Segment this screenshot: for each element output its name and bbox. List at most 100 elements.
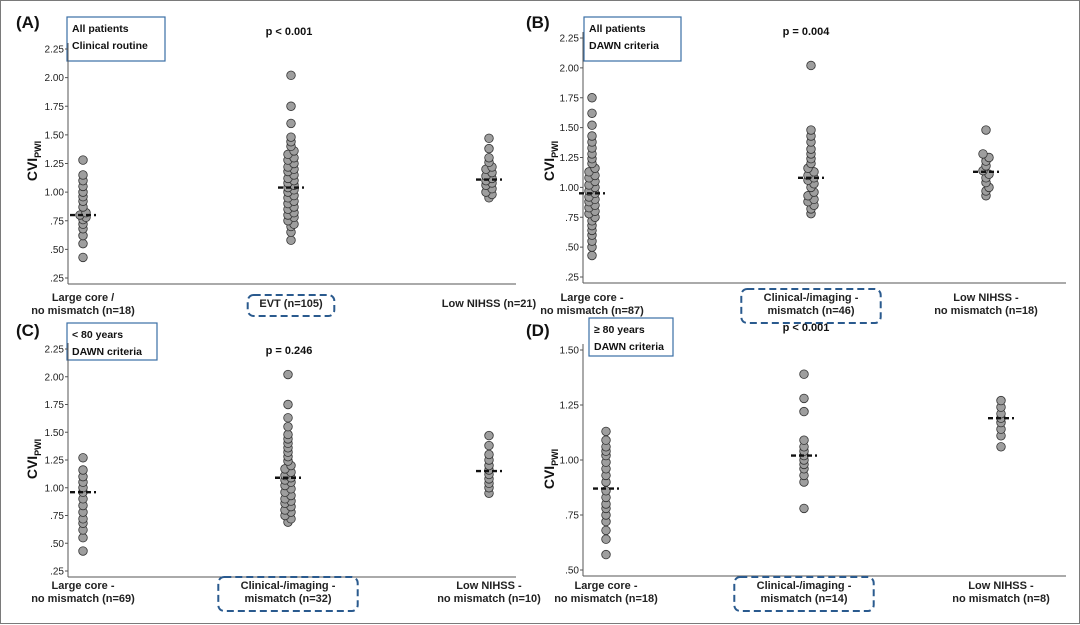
info-box-line: < 80 years	[72, 329, 123, 341]
data-point	[601, 426, 611, 437]
data-point	[799, 406, 809, 417]
data-point	[78, 238, 88, 249]
p-value: p < 0.001	[266, 26, 313, 38]
info-box-line: All patients	[589, 23, 646, 35]
y-axis-label-subscript: PWI	[550, 141, 560, 158]
y-axis-label-main: CVI	[24, 456, 40, 479]
data-point	[587, 250, 597, 261]
y-tick-label: 1.00	[45, 188, 65, 199]
p-value: p < 0.001	[783, 322, 830, 334]
data-point	[806, 60, 816, 71]
info-box	[66, 16, 166, 62]
data-point	[806, 125, 816, 135]
y-tick-label: 1.25	[560, 153, 580, 164]
data-point	[484, 449, 494, 460]
y-tick-label: 1.25	[45, 159, 65, 170]
y-tick-label: .50	[50, 245, 64, 256]
data-point	[286, 118, 296, 129]
info-box-line: Clinical routine	[72, 40, 148, 52]
y-axis-label-main: CVI	[541, 466, 557, 489]
category-label: no mismatch (n=8)	[952, 593, 1050, 605]
data-point	[484, 153, 494, 163]
category-label: Clinical-/imaging -	[757, 580, 852, 592]
chart-panel-d: (D) ≥ 80 years DAWN criteria p < 0.001 .50 .7…	[526, 317, 1066, 612]
data-point	[587, 93, 597, 103]
y-axis-label: CVIPWI	[24, 141, 43, 181]
y-tick-label: 1.00	[560, 183, 580, 194]
y-tick-label: .75	[50, 216, 64, 227]
y-tick-label: .75	[50, 511, 64, 522]
category-label: no mismatch (n=18)	[554, 593, 658, 605]
info-box-line: DAWN criteria	[72, 346, 142, 358]
category-label: no mismatch (n=18)	[31, 305, 135, 317]
y-tick-label: 1.00	[560, 456, 580, 467]
data-point	[78, 533, 88, 543]
category-highlight-box	[733, 576, 875, 612]
info-box	[66, 322, 158, 361]
data-point	[286, 70, 296, 81]
data-point	[587, 108, 597, 118]
data-point	[286, 132, 296, 142]
category-label: mismatch (n=14)	[760, 593, 847, 605]
y-tick-label: .75	[565, 511, 579, 522]
data-point	[799, 435, 809, 445]
data-point	[78, 170, 88, 180]
y-axis-label-subscript: PWI	[33, 141, 43, 158]
panel-label: (C)	[16, 321, 40, 340]
category-label: Large core -	[575, 580, 638, 592]
category-highlight-box	[217, 576, 359, 612]
data-point	[601, 534, 611, 544]
data-point	[78, 465, 88, 475]
y-tick-label: 1.75	[45, 102, 65, 113]
y-tick-label: .50	[565, 243, 579, 254]
info-box	[583, 16, 682, 62]
panel-label: (D)	[526, 321, 550, 340]
data-point	[799, 369, 809, 379]
y-axis-label-main: CVI	[541, 158, 557, 181]
y-tick-label: 1.50	[45, 130, 65, 141]
p-value: p = 0.004	[783, 26, 831, 38]
category-label: no mismatch (n=87)	[540, 305, 644, 317]
category-label: Large core /	[52, 292, 114, 304]
category-highlight-box	[740, 288, 882, 324]
y-tick-label: .25	[565, 273, 579, 284]
data-point	[978, 149, 988, 159]
category-label: no mismatch (n=10)	[437, 593, 541, 605]
data-point	[283, 429, 293, 440]
y-tick-label: .75	[565, 213, 579, 224]
y-tick-label: .25	[50, 567, 64, 578]
category-label: Low NIHSS -	[953, 292, 1019, 304]
p-value: p = 0.246	[266, 345, 313, 357]
data-point	[78, 546, 88, 556]
data-point	[283, 399, 293, 410]
data-point	[799, 393, 809, 404]
category-label: no mismatch (n=69)	[31, 593, 135, 605]
data-point	[601, 435, 611, 445]
y-axis-label-main: CVI	[24, 158, 40, 181]
category-label: mismatch (n=32)	[244, 593, 331, 605]
y-tick-label: 1.50	[560, 123, 580, 134]
chart-panel-b: (B) All patients DAWN criteria p = 0.004 .25…	[526, 13, 1066, 324]
info-box-line: DAWN criteria	[594, 341, 664, 353]
panel-label: (B)	[526, 13, 550, 32]
y-tick-label: 1.75	[45, 400, 65, 411]
data-point	[484, 143, 494, 154]
y-tick-label: 1.75	[560, 93, 580, 104]
y-tick-label: 2.00	[45, 73, 65, 84]
data-point	[601, 549, 611, 560]
y-axis-label: CVIPWI	[541, 449, 560, 489]
chart-panel-c: (C) < 80 years DAWN criteria p = 0.246 .25 .5…	[16, 321, 541, 612]
data-point	[981, 125, 991, 135]
category-label: mismatch (n=46)	[767, 305, 854, 317]
y-axis-label-subscript: PWI	[550, 449, 560, 466]
data-point	[996, 395, 1006, 406]
category-label: Low NIHSS -	[968, 580, 1034, 592]
category-label: Clinical-/imaging -	[241, 580, 336, 592]
data-point	[484, 430, 494, 441]
y-axis-label-subscript: PWI	[33, 439, 43, 456]
data-point	[283, 369, 293, 380]
category-label: Large core -	[561, 292, 624, 304]
y-tick-label: 2.25	[45, 45, 65, 56]
panel-label: (A)	[16, 13, 40, 32]
